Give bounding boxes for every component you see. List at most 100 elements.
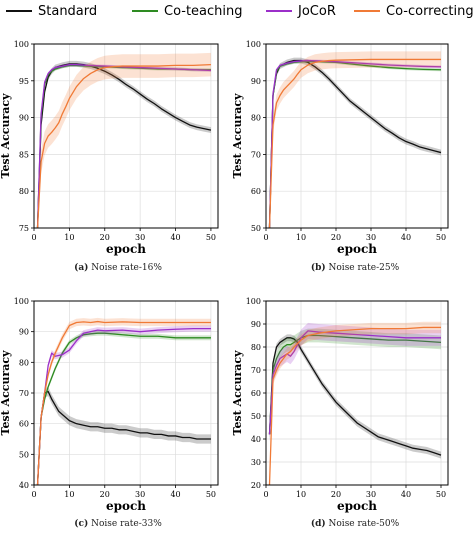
- legend-item-standard: Standard: [6, 2, 97, 20]
- y-tick-label: 30: [251, 458, 261, 467]
- x-tick-label: 50: [206, 233, 216, 242]
- x-tick-label: 20: [331, 233, 341, 242]
- x-tick-label: 30: [366, 233, 376, 242]
- plot-frame: [265, 43, 449, 229]
- series-line-jocor: [268, 59, 442, 228]
- legend-label-standard: Standard: [38, 3, 98, 19]
- y-tick-label: 90: [19, 328, 29, 337]
- caption-b: (b) Noise rate-25%: [237, 263, 473, 273]
- y-axis-label: Test Accuracy: [0, 93, 12, 179]
- caption-c-label: (c): [74, 519, 89, 529]
- legend-item-jocor: JoCoR: [266, 2, 336, 20]
- x-axis-label: epoch: [106, 242, 146, 256]
- legend-swatch-standard: [6, 10, 32, 12]
- series-line-standard: [268, 337, 442, 456]
- series-line-jocor: [268, 330, 441, 435]
- x-axis-label: epoch: [337, 242, 377, 256]
- series-line-co-teaching: [268, 60, 442, 228]
- y-tick-label: 40: [251, 435, 261, 444]
- legend-label-jocor: JoCoR: [298, 3, 336, 19]
- y-tick-label: 85: [19, 150, 29, 159]
- series-line-co-correcting: [36, 320, 211, 485]
- series-line-co-correcting: [268, 326, 441, 485]
- x-tick-label: 30: [135, 490, 145, 499]
- x-tick-label: 10: [296, 490, 306, 499]
- x-tick-label: 0: [31, 233, 36, 242]
- legend-item-co-correcting: Co-correcting: [354, 2, 474, 20]
- legend-label-co-teaching: Co-teaching: [164, 3, 243, 19]
- caption-a-label: (a): [74, 263, 89, 273]
- y-tick-label: 60: [251, 389, 261, 398]
- x-tick-label: 10: [64, 233, 74, 242]
- y-tick-label: 100: [246, 297, 261, 306]
- y-tick-label: 100: [246, 40, 261, 49]
- plot-frame: [33, 43, 219, 229]
- x-tick-label: 50: [436, 490, 446, 499]
- series-layer: [268, 51, 442, 228]
- x-tick-label: 20: [100, 233, 110, 242]
- series-band-standard: [269, 57, 441, 228]
- series-line-jocor: [36, 63, 211, 228]
- legend-label-co-correcting: Co-correcting: [386, 3, 474, 19]
- y-tick-label: 70: [251, 366, 261, 375]
- legend-swatch-co-correcting: [354, 10, 380, 12]
- x-tick-label: 0: [263, 233, 268, 242]
- legend-swatch-co-teaching: [132, 10, 158, 12]
- x-tick-label: 20: [100, 490, 110, 499]
- x-tick-label: 40: [170, 490, 180, 499]
- series-layer: [36, 317, 211, 485]
- y-tick-label: 90: [19, 114, 29, 123]
- caption-a-text: Noise rate-16%: [91, 263, 162, 273]
- caption-b-text: Noise rate-25%: [328, 263, 400, 273]
- series-line-standard: [268, 59, 442, 228]
- y-tick-label: 60: [251, 187, 261, 196]
- caption-a: (a) Noise rate-16%: [0, 263, 236, 273]
- y-tick-label: 50: [251, 224, 261, 233]
- x-tick-label: 50: [436, 233, 446, 242]
- series-line-co-teaching: [268, 334, 442, 435]
- chart-panel-b: 50 60 70 80 90 100 0 10 20 30 40 50 epoch Test Accura…: [231, 40, 449, 256]
- series-line-co-correcting: [36, 63, 211, 228]
- x-axis-label: epoch: [106, 499, 146, 513]
- y-tick-label: 80: [251, 343, 261, 352]
- x-tick-label: 20: [331, 490, 341, 499]
- caption-c: (c) Noise rate-33%: [0, 519, 236, 529]
- y-tick-label: 70: [251, 150, 261, 159]
- y-tick-label: 95: [19, 77, 29, 86]
- y-axis-label: Test Accuracy: [231, 93, 244, 179]
- y-axis-label: Test Accuracy: [0, 350, 12, 436]
- chart-panel-a: 75 80 85 90 95 100 0 10 20 30 40 50 epoch Test Accura…: [0, 40, 219, 256]
- legend-swatch-jocor: [266, 10, 292, 12]
- y-tick-label: 50: [251, 412, 261, 421]
- series-line-co-correcting: [268, 58, 441, 228]
- x-tick-label: 40: [170, 233, 180, 242]
- x-tick-label: 40: [401, 490, 411, 499]
- x-tick-label: 0: [263, 490, 268, 499]
- caption-d-label: (d): [310, 519, 326, 529]
- series-layer: [268, 321, 442, 485]
- series-band-standard: [269, 334, 441, 459]
- plot-background: [34, 44, 218, 228]
- x-tick-label: 50: [206, 490, 216, 499]
- y-tick-label: 70: [19, 389, 29, 398]
- series-band-jocor: [269, 322, 441, 443]
- legend: Standard Co-teaching JoCoR Co-correcting: [0, 0, 474, 22]
- caption-d: (d) Noise rate-50%: [237, 519, 473, 529]
- x-tick-label: 0: [31, 490, 36, 499]
- caption-b-label: (b): [310, 263, 326, 273]
- chart-panel-c: 40 50 60 70 80 90 100 0 10 20 30 40 50 epoch Test Accu…: [0, 297, 219, 513]
- y-tick-label: 40: [19, 481, 29, 490]
- chart-panel-d: 20 30 40 50 60 70 80 90 100 0 10 20 30 40 50 epoch Test …: [231, 297, 449, 513]
- y-tick-label: 90: [251, 77, 261, 86]
- y-tick-label: 60: [19, 420, 29, 429]
- y-tick-label: 100: [14, 297, 29, 306]
- y-axis-label: Test Accuracy: [231, 350, 244, 436]
- x-tick-label: 10: [296, 233, 306, 242]
- y-tick-label: 20: [251, 481, 261, 490]
- y-tick-label: 50: [19, 450, 29, 459]
- y-tick-label: 75: [19, 224, 29, 233]
- series-layer: [36, 52, 212, 228]
- y-tick-label: 90: [251, 320, 261, 329]
- x-tick-label: 30: [366, 490, 376, 499]
